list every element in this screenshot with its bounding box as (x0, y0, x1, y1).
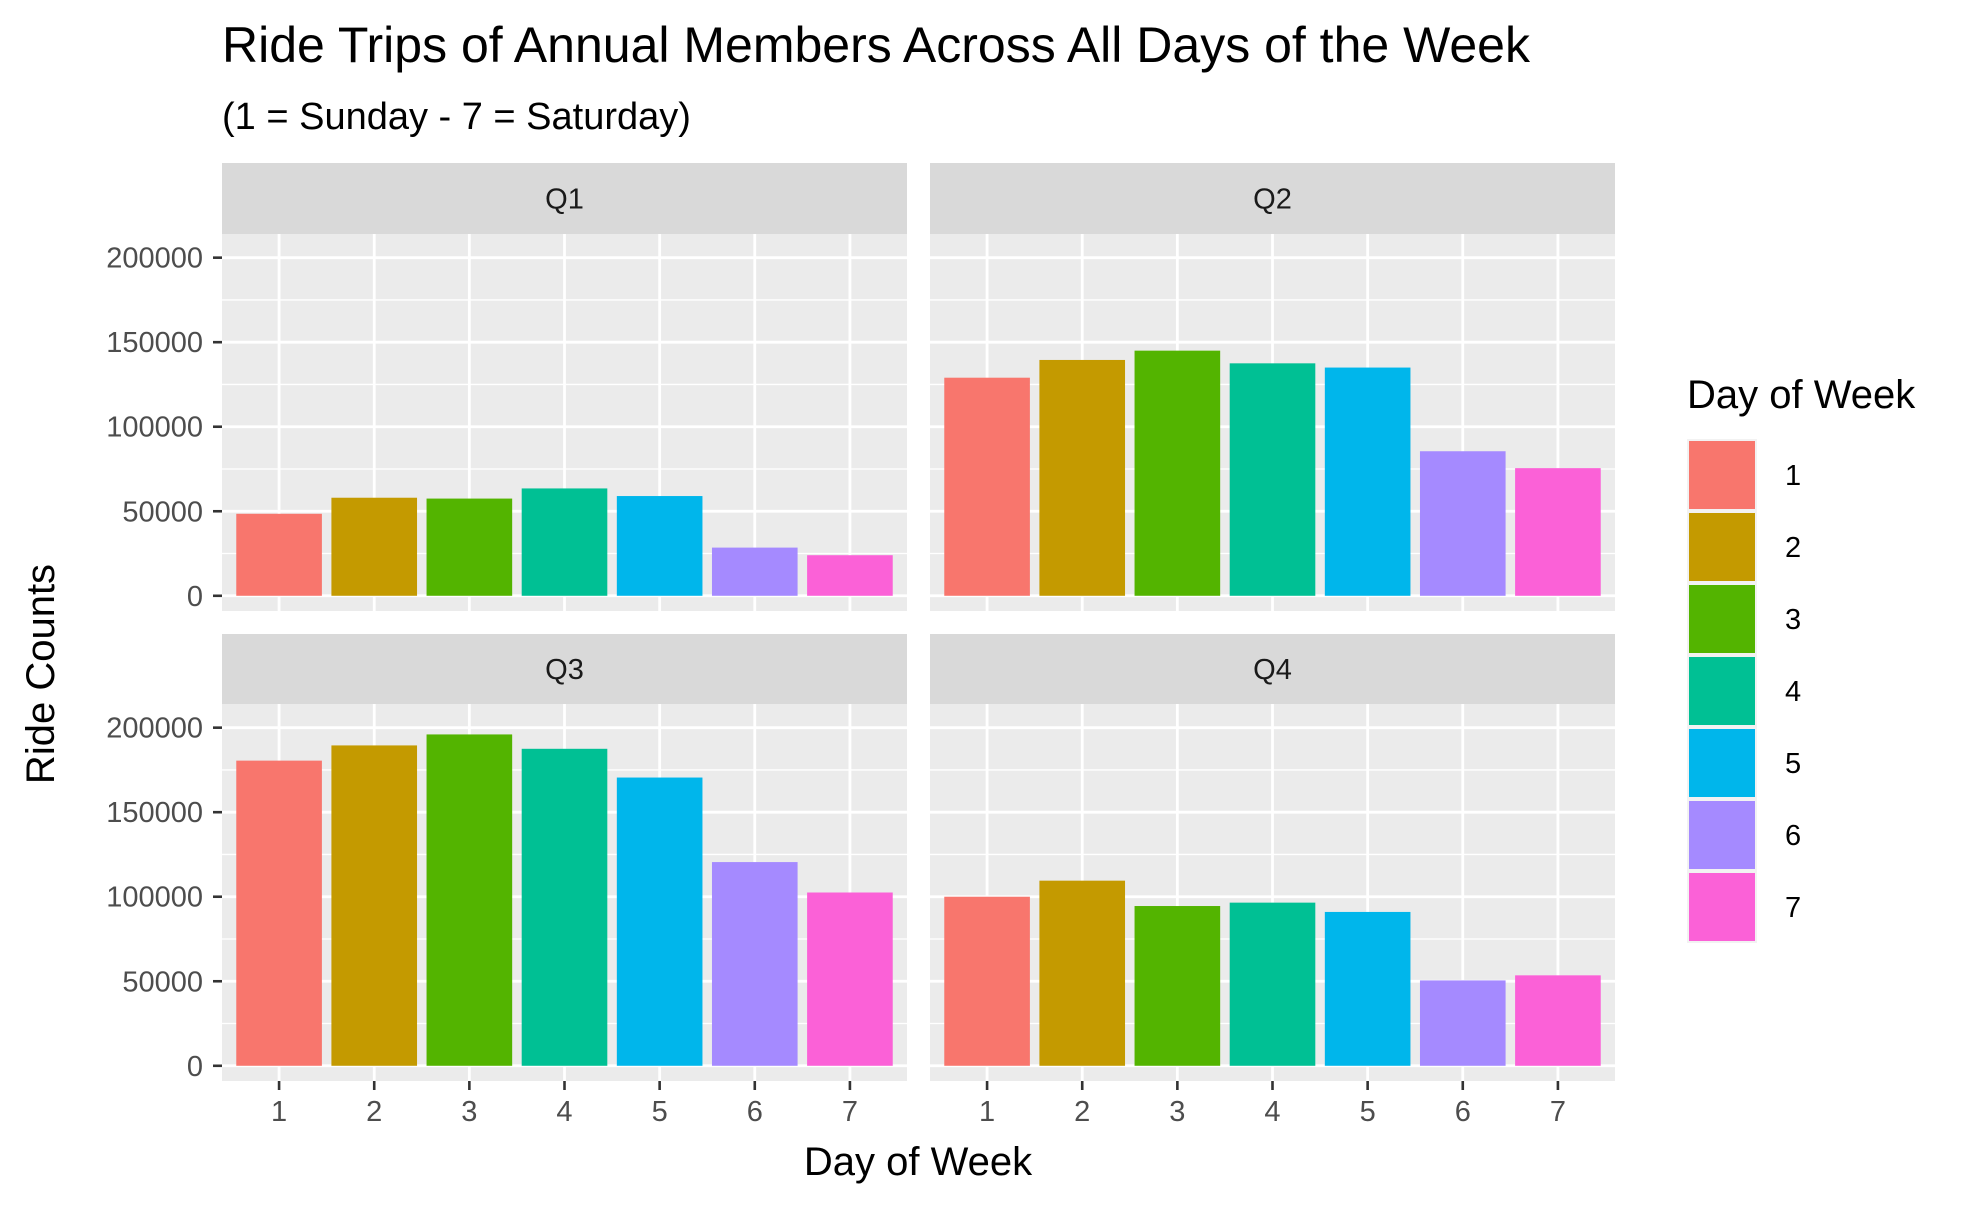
x-tick-label: 2 (366, 1096, 382, 1128)
y-tick-label: 100000 (106, 412, 203, 444)
x-tick-label: 7 (1550, 1096, 1566, 1128)
legend-key-swatch (1689, 657, 1755, 725)
bar-q2-day-2: Q2 2: 139500 (1039, 359, 1126, 596)
y-axis-title: Ride Counts (19, 564, 63, 784)
bar-q3-day-6: Q3 6: 120500 (711, 862, 798, 1066)
legend-label: 7 (1785, 892, 1801, 924)
legend-key-swatch (1689, 585, 1755, 653)
bar-q4-day-6: Q4 6: 50500 (1419, 980, 1506, 1066)
bar-q2-day-7: Q2 7: 75500 (1515, 468, 1601, 596)
x-tick-label: 3 (461, 1096, 477, 1128)
facet-strip-label: Q4 (1253, 654, 1292, 686)
legend-key-swatch (1689, 441, 1755, 509)
legend-key-swatch (1689, 801, 1755, 869)
y-tick-label: 150000 (106, 797, 203, 829)
bar-q3-day-2: Q3 2: 189500 (331, 745, 418, 1066)
x-tick-label: 1 (271, 1096, 287, 1128)
bar-q1-day-5: Q1 5: 59000 (616, 496, 703, 596)
legend-title: Day of Week (1687, 373, 1916, 417)
bar-q4-day-7: Q4 7: 53500 (1515, 975, 1601, 1066)
bar-q3-day-1: Q3 1: 180500 (236, 760, 322, 1066)
x-tick-label: 2 (1074, 1096, 1090, 1128)
legend-label: 6 (1785, 820, 1801, 852)
facet-panel-q3: Q3 1: 180500Q3 2: 189500Q3 3: 196000Q3 4… (106, 634, 907, 1128)
legend-key-swatch (1689, 513, 1755, 581)
y-tick-label: 0 (187, 1051, 203, 1083)
facet-strip (930, 163, 1615, 234)
facet-strip-label: Q1 (545, 184, 584, 216)
facet-strip (222, 163, 907, 234)
chart-subtitle: (1 = Sunday - 7 = Saturday) (222, 96, 691, 138)
bar-q1-day-4: Q1 4: 63500 (521, 488, 608, 596)
legend-key-swatch (1689, 873, 1755, 941)
y-tick-label: 200000 (106, 713, 203, 745)
y-tick-label: 150000 (106, 327, 203, 359)
x-tick-label: 6 (1455, 1096, 1471, 1128)
bar-q3-day-7: Q3 7: 102500 (807, 892, 893, 1066)
x-tick-label: 1 (979, 1096, 995, 1128)
facet-strip-label: Q3 (545, 654, 584, 686)
legend-label: 5 (1785, 748, 1801, 780)
y-tick-label: 200000 (106, 243, 203, 275)
legend-label: 2 (1785, 532, 1801, 564)
bar-q3-day-5: Q3 5: 170500 (616, 777, 703, 1066)
x-tick-label: 5 (652, 1096, 668, 1128)
bar-q2-day-1: Q2 1: 129000 (944, 377, 1030, 596)
legend-key-swatch (1689, 729, 1755, 797)
bar-q4-day-5: Q4 5: 91000 (1324, 911, 1411, 1066)
y-tick-label: 50000 (122, 496, 203, 528)
legend-items: 1 2 3 4 5 6 7 (1687, 439, 1801, 943)
x-tick-label: 5 (1360, 1096, 1376, 1128)
y-tick-label: 50000 (122, 966, 203, 998)
facet-strip-label: Q2 (1253, 184, 1292, 216)
legend-label: 1 (1785, 460, 1801, 492)
bar-q2-day-4: Q2 4: 137500 (1229, 363, 1316, 596)
facet-panel-q1: Q1 1: 48500Q1 2: 58000Q1 3: 57500Q1 4: 6… (106, 163, 907, 613)
legend: Day of Week 1 2 3 4 5 6 7 (1687, 373, 1916, 943)
x-tick-label: 4 (556, 1096, 572, 1128)
bar-q1-day-7: Q1 7: 24000 (807, 555, 893, 596)
bar-q2-day-6: Q2 6: 85500 (1419, 451, 1506, 596)
x-tick-label: 3 (1169, 1096, 1185, 1128)
bar-q4-day-2: Q4 2: 109500 (1039, 880, 1126, 1066)
x-tick-label: 7 (842, 1096, 858, 1128)
bar-q4-day-4: Q4 4: 96500 (1229, 902, 1316, 1066)
bar-q4-day-3: Q4 3: 94500 (1134, 906, 1221, 1066)
bar-q1-day-6: Q1 6: 28500 (711, 547, 798, 596)
legend-label: 3 (1785, 604, 1801, 636)
bar-q4-day-1: Q4 1: 100000 (944, 896, 1030, 1066)
legend-label: 4 (1785, 676, 1801, 708)
facet-strip (222, 634, 907, 704)
x-tick-label: 4 (1264, 1096, 1280, 1128)
bar-q3-day-3: Q3 3: 196000 (426, 734, 513, 1066)
bar-q1-day-2: Q1 2: 58000 (331, 497, 418, 596)
bar-q1-day-3: Q1 3: 57500 (426, 498, 513, 596)
facet-panel-q4: Q4 1: 100000Q4 2: 109500Q4 3: 94500Q4 4:… (930, 634, 1615, 1128)
chart-title: Ride Trips of Annual Members Across All … (222, 17, 1531, 73)
bar-q2-day-5: Q2 5: 135000 (1324, 367, 1411, 596)
y-tick-label: 0 (187, 581, 203, 613)
facet-panel-q2: Q2 1: 129000Q2 2: 139500Q2 3: 145000Q2 4… (930, 163, 1615, 611)
facet-strip (930, 634, 1615, 704)
x-axis-title: Day of Week (804, 1140, 1033, 1184)
y-tick-label: 100000 (106, 882, 203, 914)
x-tick-label: 6 (747, 1096, 763, 1128)
facet-panels: Q1 1: 48500Q1 2: 58000Q1 3: 57500Q1 4: 6… (106, 163, 1615, 1128)
bar-q1-day-1: Q1 1: 48500 (236, 513, 322, 596)
bar-q3-day-4: Q3 4: 187500 (521, 748, 608, 1066)
bar-q2-day-3: Q2 3: 145000 (1134, 350, 1221, 596)
